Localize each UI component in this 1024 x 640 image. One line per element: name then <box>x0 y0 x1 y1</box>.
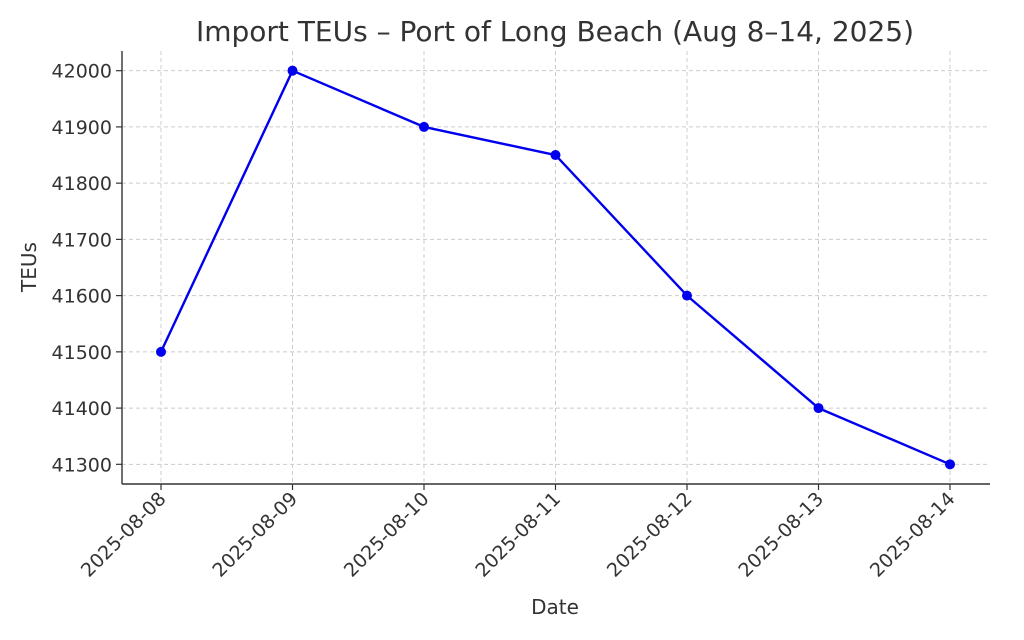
x-tick-label: 2025-08-12 <box>603 488 697 582</box>
y-tick-label: 41800 <box>52 173 112 195</box>
data-point <box>156 346 166 357</box>
x-axis-label: Date <box>531 595 579 619</box>
data-point <box>813 403 824 414</box>
x-tick-label: 2025-08-10 <box>340 488 434 582</box>
data-point <box>419 121 429 132</box>
x-axis-ticks: 2025-08-08 2025-08-09 2025-08-10 2025-08-11… <box>77 484 960 582</box>
x-tick-label: 2025-08-11 <box>471 488 565 582</box>
x-tick-label: 2025-08-09 <box>208 488 302 582</box>
y-tick-label: 41600 <box>52 286 112 308</box>
y-axis-label: TEUs <box>17 242 41 293</box>
y-tick-label: 41700 <box>52 229 112 251</box>
data-point <box>682 290 692 301</box>
data-point <box>945 459 955 470</box>
x-tick-label: 2025-08-08 <box>77 488 171 582</box>
chart-title: Import TEUs – Port of Long Beach (Aug 8–… <box>196 15 914 48</box>
y-tick-label: 42000 <box>52 61 112 83</box>
y-tick-label: 41300 <box>52 454 112 476</box>
data-point <box>287 65 298 76</box>
grid-lines <box>122 51 990 484</box>
y-tick-label: 41900 <box>52 117 112 139</box>
data-point <box>550 150 561 161</box>
series-layer <box>156 65 955 470</box>
y-tick-label: 41500 <box>52 342 112 364</box>
y-axis-ticks: 41300 41400 41500 41600 41700 41800 41900 42000 <box>52 61 122 476</box>
x-tick-label: 2025-08-13 <box>734 488 828 582</box>
x-tick-label: 2025-08-14 <box>866 488 960 582</box>
y-tick-label: 41400 <box>52 398 112 420</box>
